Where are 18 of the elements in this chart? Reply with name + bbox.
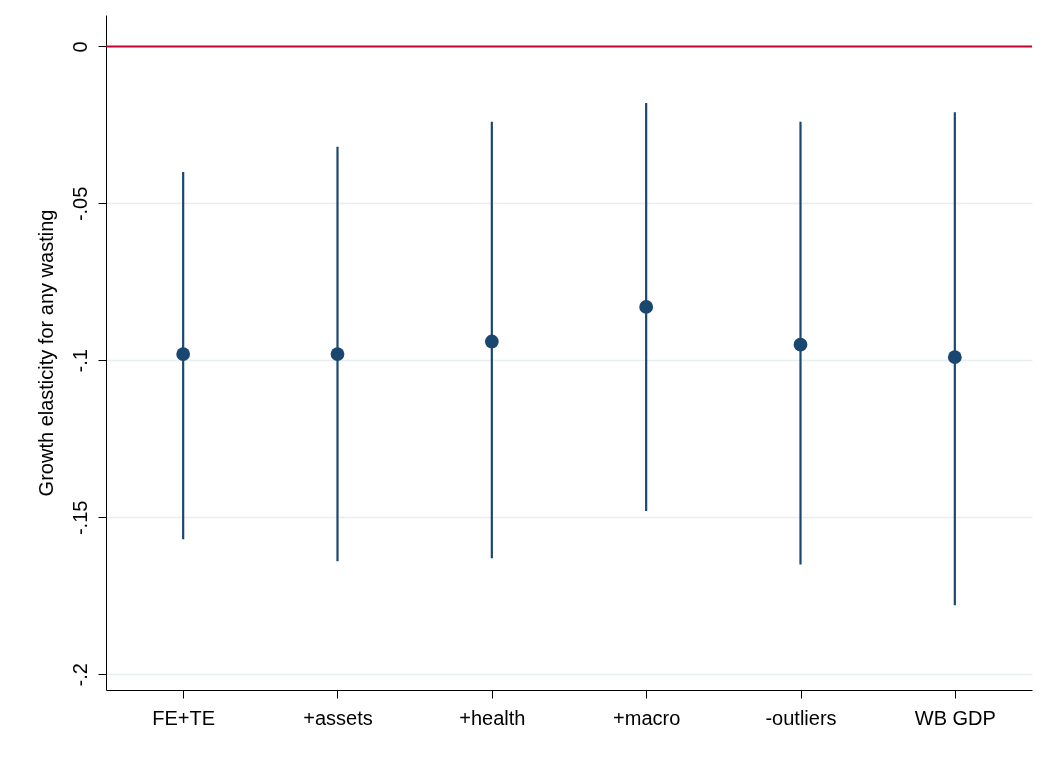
- y-tick-label: -.1: [68, 349, 91, 373]
- point: [793, 337, 808, 352]
- x-tick-label: -outliers: [765, 706, 837, 729]
- x-tick-label: +health: [459, 706, 526, 729]
- y-tick-label: -.05: [68, 186, 91, 222]
- y-tick-label: 0: [68, 41, 91, 53]
- point: [947, 350, 962, 365]
- x-tick-label: +macro: [613, 706, 681, 729]
- point: [176, 347, 191, 361]
- x-tick-label: WB GDP: [914, 706, 996, 729]
- point: [330, 347, 345, 361]
- y-tick-label: -.2: [68, 663, 91, 687]
- y-tick-label: -.15: [68, 500, 91, 536]
- x-tick-label: FE+TE: [152, 706, 216, 729]
- point: [639, 300, 654, 314]
- y-axis-title: Growth elasticity for any wasting: [34, 209, 57, 497]
- point: [484, 334, 499, 349]
- x-tick-label: +assets: [303, 706, 373, 729]
